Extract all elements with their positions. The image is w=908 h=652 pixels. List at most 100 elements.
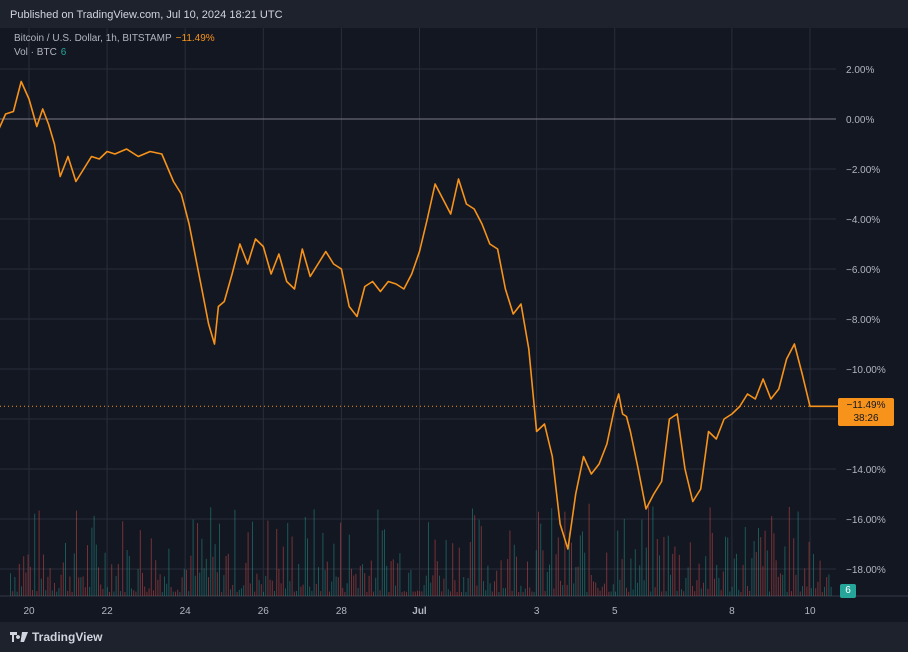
volume-bar [500, 560, 502, 596]
volume-bar [766, 550, 768, 596]
volume-bar [392, 559, 394, 596]
chart-area[interactable]: 2.00% 0.00% −2.00% −4.00% −6.00% −8.00% −10.00… [0, 28, 908, 622]
volume-bar [502, 588, 504, 596]
volume-bar [10, 573, 11, 596]
volume-bar [705, 556, 707, 596]
volume-bar [344, 591, 346, 596]
volume-bar [36, 591, 38, 596]
volume-bar [771, 516, 773, 596]
volume-bar [408, 572, 410, 596]
volume-bar [67, 590, 69, 596]
volume-bar [313, 509, 315, 596]
volume-bar [133, 590, 135, 596]
volume-bar [205, 558, 207, 596]
volume-bar [703, 582, 704, 596]
volume-bar [606, 552, 608, 596]
volume-bar [357, 588, 359, 596]
volume-bar [98, 567, 99, 596]
volume-bar [60, 574, 62, 596]
price-chart[interactable]: 2.00% 0.00% −2.00% −4.00% −6.00% −8.00% −10.00… [0, 28, 908, 622]
tradingview-logo[interactable]: TradingView [10, 630, 102, 644]
volume-bar [104, 552, 106, 596]
volume-bar [148, 588, 150, 596]
publish-info: Published on TradingView.com, Jul 10, 20… [10, 9, 283, 21]
volume-bar [137, 569, 139, 596]
volume-bar [29, 566, 31, 596]
volume-bar [560, 580, 561, 596]
volume-bar [102, 588, 104, 596]
volume-bar [467, 578, 469, 596]
volume-bar [397, 563, 399, 596]
volume-bar [676, 590, 678, 596]
volume-bar [302, 584, 304, 596]
y-tick-label: −14.00% [846, 465, 886, 476]
volume-bar [254, 591, 256, 596]
volume-bar [707, 588, 709, 596]
volume-bar [27, 554, 29, 596]
volume-bar [296, 590, 297, 596]
volume-bar [538, 511, 539, 596]
volume-bar [458, 547, 460, 596]
last-price-tag: −11.49% 38:26 [838, 398, 894, 426]
volume-bar [678, 554, 680, 596]
y-tick-label: −16.00% [846, 515, 886, 526]
volume-bar [700, 588, 702, 596]
volume-bar [472, 508, 473, 596]
volume-bar [421, 591, 423, 596]
volume-bar [430, 582, 432, 596]
volume-bar [725, 536, 726, 596]
volume-bar [696, 580, 698, 596]
volume-bar [665, 591, 667, 596]
volume-bar [731, 586, 733, 596]
volume-bar [386, 565, 388, 596]
volume-bar [45, 590, 47, 596]
volume-bar [346, 583, 348, 596]
volume-bar [758, 527, 759, 596]
volume-bar [584, 552, 586, 596]
volume-bar [793, 538, 795, 596]
volume-bar [245, 562, 247, 596]
volume-bar [362, 564, 363, 596]
volume-bar [381, 530, 383, 596]
volume-bar [373, 591, 374, 596]
volume-bar [736, 553, 737, 596]
volume-bar [87, 545, 88, 596]
volume-bar [274, 591, 275, 596]
volume-bar [549, 564, 550, 596]
x-tick-label: 5 [612, 606, 618, 617]
volume-bar [821, 591, 823, 596]
volume-bar [722, 571, 724, 596]
volume-bar [280, 583, 282, 596]
volume-bar [355, 573, 357, 596]
volume-bar [203, 568, 205, 596]
volume-bar [43, 554, 44, 596]
volume-bar [293, 591, 295, 596]
volume-bar [126, 550, 128, 596]
y-tick-label: −8.00% [846, 315, 880, 326]
volume-bar [14, 576, 16, 596]
volume-bar [447, 589, 449, 596]
volume-tag: 6 [840, 584, 856, 598]
volume-bar [399, 553, 401, 596]
volume-bar [144, 586, 146, 596]
volume-bar [740, 591, 742, 596]
volume-bar [25, 572, 27, 596]
volume-bar [188, 591, 190, 596]
x-tick-label: 20 [23, 606, 35, 617]
volume-bar [815, 588, 817, 596]
volume-bar [337, 577, 339, 596]
volume-bar [190, 555, 192, 596]
volume-bar [340, 522, 341, 596]
volume-bar [615, 591, 616, 596]
volume-bar [428, 522, 429, 596]
volume-bar [419, 591, 421, 596]
volume-bar [551, 508, 553, 596]
volume-bar [208, 577, 209, 596]
x-tick-label: 26 [258, 606, 270, 617]
volume-bar [656, 539, 658, 596]
volume-bar [324, 569, 326, 596]
volume-bar [529, 587, 531, 596]
volume-bar [403, 591, 405, 596]
volume-bar [621, 559, 623, 596]
volume-bar [359, 565, 361, 596]
